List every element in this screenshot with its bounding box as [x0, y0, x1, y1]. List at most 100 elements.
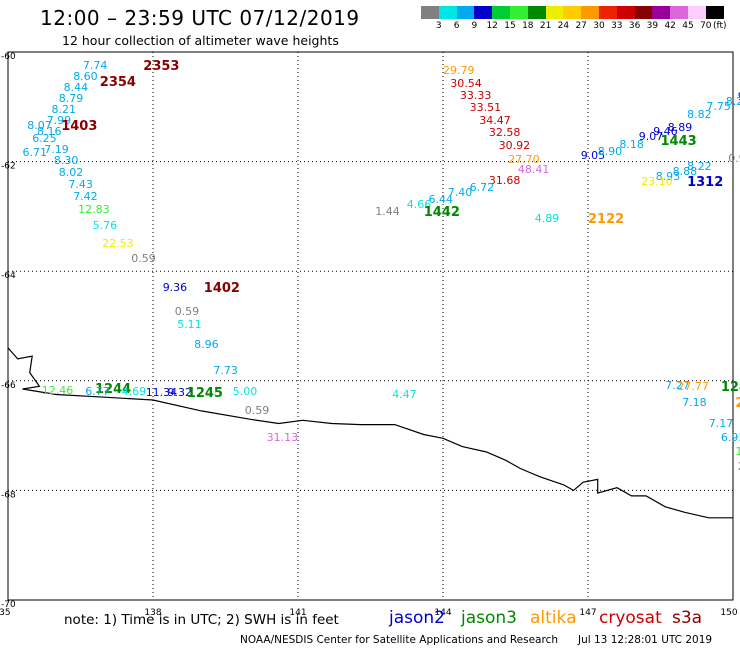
lat-tick-label: -68 — [1, 490, 16, 500]
wave-height-label: 32.58 — [488, 126, 521, 140]
wave-height-label: 8.89 — [667, 120, 693, 134]
legend-labels: (ft) 3 6 9 12 15 18 21 24 27 30 33 36 39 42 45 70 — [421, 19, 727, 33]
wave-height-label: 4.69 — [121, 384, 147, 398]
lon-tick-label: 141 — [289, 608, 306, 618]
legend-swatch — [492, 6, 510, 19]
page-title: 12:00 – 23:59 UTC 07/12/2019 — [40, 6, 360, 30]
track-time-label: 2122 — [588, 212, 625, 228]
legend-label: 21 — [539, 21, 552, 31]
wave-height-label: 29.79 — [443, 64, 475, 78]
legend-swatch — [438, 6, 457, 19]
legend-label: 39 — [646, 21, 659, 31]
wave-height-label: 14.8 — [735, 445, 740, 458]
wave-height-label: 5.00 — [232, 384, 258, 398]
wave-height-label: 30.92 — [498, 139, 531, 153]
track-time-label: 1244 — [95, 382, 132, 397]
legend-label: 24 — [557, 21, 570, 31]
wave-height-label: 8.79 — [58, 91, 84, 105]
legend-swatch — [652, 6, 671, 19]
wave-height-label: 9.36 — [162, 280, 188, 294]
lon-tick-label: 150 — [720, 608, 737, 618]
wave-height-label: 33.51 — [469, 100, 502, 114]
wave-height-label: 48.41 — [517, 162, 550, 176]
lat-tick-label: -70 — [1, 600, 16, 610]
wave-height-label: 6.72 — [469, 180, 495, 194]
track-time-label: 1443 — [660, 133, 697, 149]
legend-swatch — [545, 6, 564, 19]
legend-label: 27 — [575, 21, 587, 31]
satellite-s3a: s3a — [672, 608, 703, 628]
track-time-label: 2353 — [143, 58, 180, 74]
legend-label: 18 — [522, 21, 534, 31]
wave-height-label: 12.83 — [78, 202, 110, 216]
legend-swatch — [527, 6, 546, 19]
wave-height-label: 6.25 — [32, 131, 57, 145]
page-subtitle: 12 hour collection of altimeter wave hei… — [62, 33, 339, 48]
legend-swatch — [509, 6, 528, 19]
wave-height-label: 9.05 — [580, 149, 606, 163]
legend-label: 12 — [486, 21, 498, 31]
legend-label: 42 — [664, 21, 676, 31]
wave-height-label: 9.0 — [738, 91, 740, 102]
lat-tick-label: -66 — [1, 381, 16, 391]
wave-height-label: 7.43 — [68, 177, 93, 191]
wave-height-label: 8.44 — [63, 80, 89, 94]
lon-tick-label: 135 — [0, 608, 11, 618]
legend-swatch — [474, 6, 493, 19]
legend-label: 45 — [682, 21, 694, 31]
wave-height-label: 7.19 — [44, 142, 69, 156]
wave-height-label: 7.74 — [82, 58, 108, 72]
wave-height-label: 8.88 — [672, 164, 698, 178]
wave-height-label: 34.47 — [479, 113, 511, 127]
wave-height-label: 30.54 — [450, 76, 482, 90]
satellite-jason3: jason3 — [461, 608, 517, 628]
wave-height-label: 4.89 — [534, 212, 560, 226]
wave-height-label: 5.76 — [92, 219, 118, 233]
wave-height-label: 7.73 — [213, 363, 238, 377]
wave-height-label: 27.70 — [508, 153, 540, 166]
wave-height-label: 11.34 — [145, 385, 178, 399]
legend-label: 15 — [504, 21, 516, 31]
legend-label: 33 — [611, 21, 623, 31]
wave-height-label: 8.16 — [37, 124, 62, 138]
wave-height-label: 8.93 — [655, 169, 681, 183]
wave-height-label: 5.11 — [177, 317, 202, 331]
wave-height-label: 6.71 — [22, 146, 48, 160]
wave-height-label: 7.99 — [46, 113, 72, 127]
wave-height-label: 23.10 — [641, 175, 673, 189]
lon-tick-label: 144 — [434, 608, 451, 618]
legend-swatch — [456, 6, 475, 19]
wave-height-label: 4.66 — [406, 198, 432, 212]
note-text: note: 1) Time is in UTC; 2) SWH is in fe… — [64, 612, 339, 628]
track-time-label: 1245 — [186, 385, 223, 401]
satellite-altika: altika — [530, 608, 577, 628]
lat-tick-label: -62 — [1, 162, 16, 172]
track-time-label: 1403 — [61, 119, 98, 134]
wave-height-label: 4.47 — [392, 387, 417, 401]
wave-height-label: 6.44 — [428, 193, 454, 206]
credit-text: NOAA/NESDIS Center for Satellite Applica… — [240, 634, 558, 646]
wave-height-label: 0.99 — [728, 151, 740, 165]
wave-height-label: 9.32 — [167, 385, 193, 399]
wave-height-label: 8.02 — [58, 165, 84, 179]
color-legend: (ft) 3 6 9 12 15 18 21 24 27 30 33 36 39 42 45 70 — [421, 6, 727, 33]
legend-swatch — [563, 6, 582, 19]
lon-tick-label: 147 — [579, 608, 596, 618]
map-gridlines — [8, 52, 733, 600]
wave-height-label: 8.21 — [51, 102, 77, 116]
map-frame — [7, 51, 734, 601]
track-time-label: 1442 — [423, 205, 460, 220]
wave-height-label: 22.53 — [102, 236, 134, 250]
wave-height-label: 8.82 — [687, 108, 712, 121]
wave-height-label: 7.17 — [708, 416, 734, 430]
legend-swatch — [634, 6, 653, 19]
track-time-label: 2354 — [99, 75, 136, 91]
legend-swatch — [598, 6, 617, 19]
legend-label: 70 — [700, 21, 712, 31]
wave-height-label: 8.22 — [687, 160, 712, 174]
track-time-label: 1402 — [203, 280, 240, 296]
wave-height-label: 1.44 — [375, 205, 400, 218]
legend-swatch — [581, 6, 599, 19]
wave-height-label: 7.27 — [665, 379, 690, 393]
